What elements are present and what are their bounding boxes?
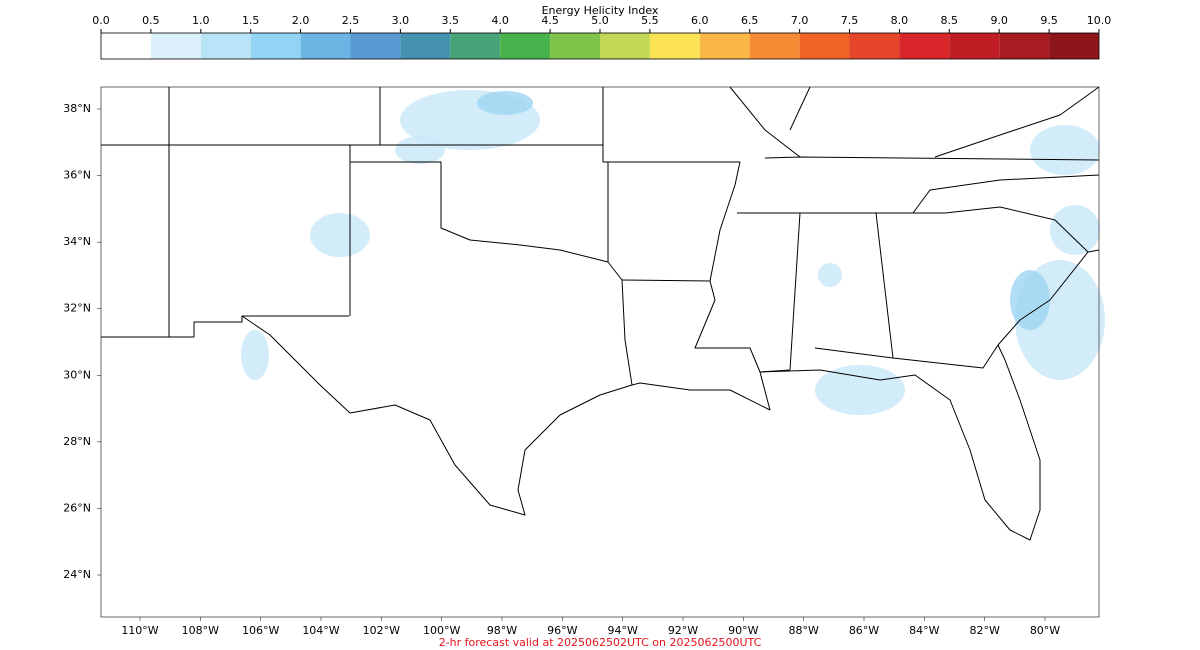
colorbar-bin bbox=[849, 33, 900, 59]
lat-label: 38°N bbox=[63, 102, 91, 115]
colorbar-tick-label: 10.0 bbox=[1087, 14, 1112, 27]
lon-label: 108°W bbox=[182, 624, 219, 637]
colorbar-tick-label: 3.5 bbox=[442, 14, 460, 27]
colorbar-tick-label: 9.5 bbox=[1040, 14, 1058, 27]
colorbar-bin bbox=[550, 33, 600, 59]
colorbar-tick-label: 0.0 bbox=[92, 14, 110, 27]
lon-label: 90°W bbox=[728, 624, 758, 637]
lat-label: 28°N bbox=[63, 435, 91, 448]
colorbar-bin bbox=[500, 33, 551, 59]
colorbar-tick-label: 4.0 bbox=[491, 14, 509, 27]
lat-label: 36°N bbox=[63, 169, 91, 182]
colorbar-bin bbox=[999, 33, 1050, 59]
lat-label: 34°N bbox=[63, 235, 91, 248]
lon-label: 110°W bbox=[121, 624, 158, 637]
colorbar-bin bbox=[400, 33, 451, 59]
colorbar-bin bbox=[949, 33, 1000, 59]
colorbar-bin bbox=[600, 33, 650, 59]
lon-label: 86°W bbox=[849, 624, 879, 637]
map bbox=[100, 86, 1105, 618]
colorbar-tick-label: 5.0 bbox=[591, 14, 609, 27]
colorbar-bin bbox=[350, 33, 401, 59]
colorbar-tick-label: 2.0 bbox=[292, 14, 310, 27]
lon-label: 106°W bbox=[242, 624, 279, 637]
colorbar-tick-label: 2.5 bbox=[342, 14, 360, 27]
colorbar-bin bbox=[300, 33, 351, 59]
colorbar-bin bbox=[1049, 33, 1099, 59]
colorbar-bin bbox=[649, 33, 700, 59]
lat-label: 26°N bbox=[63, 501, 91, 514]
map-axes: 38°N 36°N 34°N 32°N 30°N 28°N 26°N 24°N 110°W 108… bbox=[63, 102, 1060, 637]
colorbar-tick-label: 7.5 bbox=[841, 14, 859, 27]
colorbar-bin bbox=[749, 33, 800, 59]
colorbar-bin bbox=[200, 33, 251, 59]
colorbar-bin bbox=[101, 33, 151, 59]
colorbar-tick-label: 5.5 bbox=[641, 14, 659, 27]
colorbar-frame bbox=[100, 32, 1100, 60]
colorbar-tick-label: 7.0 bbox=[791, 14, 809, 27]
colorbar-tick-label: 6.5 bbox=[741, 14, 759, 27]
colorbar: 0.0 0.5 1.0 1.5 2.0 2.5 3.0 3.5 4.0 4.5 5.0 5.5 6.0 6… bbox=[92, 14, 1111, 59]
lon-label: 84°W bbox=[909, 624, 939, 637]
lon-label: 102°W bbox=[363, 624, 400, 637]
lon-label: 98°W bbox=[487, 624, 517, 637]
lon-label: 82°W bbox=[969, 624, 999, 637]
lat-label: 30°N bbox=[63, 368, 91, 381]
lon-label: 96°W bbox=[547, 624, 577, 637]
lon-label: 100°W bbox=[423, 624, 460, 637]
lon-label: 104°W bbox=[302, 624, 339, 637]
colorbar-tick-label: 1.5 bbox=[242, 14, 260, 27]
field-blobs bbox=[241, 90, 1105, 415]
colorbar-tick-label: 4.5 bbox=[541, 14, 559, 27]
colorbar-tick-label: 3.0 bbox=[392, 14, 410, 27]
lon-label: 92°W bbox=[668, 624, 698, 637]
lat-label: 32°N bbox=[63, 302, 91, 315]
colorbar-bin bbox=[450, 33, 501, 59]
colorbar-tick-label: 6.0 bbox=[691, 14, 709, 27]
state-borders bbox=[101, 86, 1100, 541]
colorbar-bin bbox=[799, 33, 850, 59]
colorbar-tick-label: 8.0 bbox=[891, 14, 909, 27]
forecast-footer: 2-hr forecast valid at 2025062502UTC on … bbox=[439, 636, 762, 649]
colorbar-tick-label: 1.0 bbox=[192, 14, 210, 27]
lon-label: 80°W bbox=[1030, 624, 1060, 637]
lat-label: 24°N bbox=[63, 568, 91, 581]
colorbar-bin bbox=[699, 33, 750, 59]
lon-label: 94°W bbox=[607, 624, 637, 637]
colorbar-tick-label: 9.0 bbox=[990, 14, 1008, 27]
colorbar-tick-label: 8.5 bbox=[941, 14, 959, 27]
map-frame bbox=[100, 86, 1100, 618]
lon-label: 88°W bbox=[788, 624, 818, 637]
colorbar-tick-label: 0.5 bbox=[142, 14, 160, 27]
colorbar-bin bbox=[899, 33, 950, 59]
colorbar-title: Energy Helicity Index bbox=[542, 4, 659, 17]
colorbar-bin bbox=[150, 33, 201, 59]
colorbar-bin bbox=[250, 33, 301, 59]
